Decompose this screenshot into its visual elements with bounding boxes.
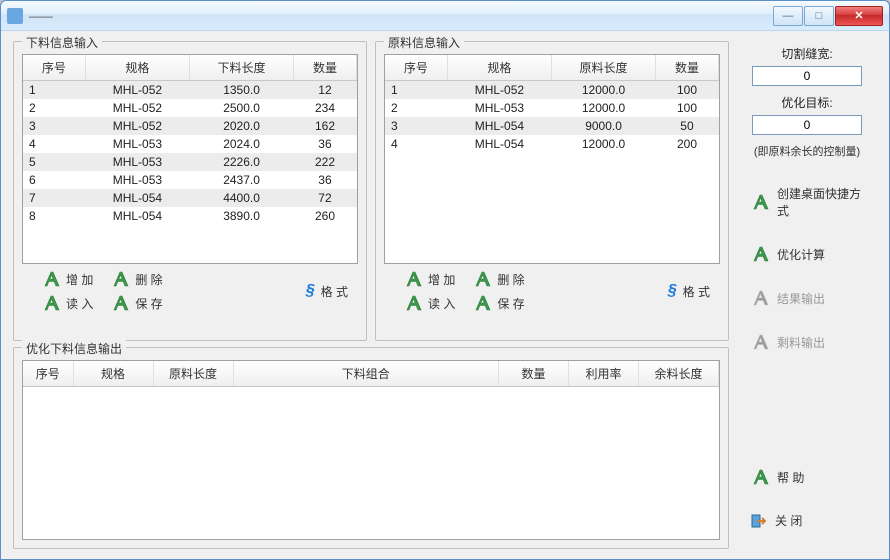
column-header[interactable]: 下料长度 <box>190 55 294 81</box>
read-button[interactable]: 读 入 <box>404 294 455 312</box>
read-button[interactable]: 读 入 <box>42 294 93 312</box>
window-controls: — □ ✕ <box>772 6 883 26</box>
table-row[interactable]: 2MHL-05312000.0100 <box>385 99 719 117</box>
column-header[interactable]: 规格 <box>447 55 551 81</box>
column-header[interactable]: 数量 <box>499 361 569 387</box>
table-row[interactable]: 2MHL-0522500.0234 <box>23 99 357 117</box>
output-table[interactable]: 序号规格原料长度下料组合数量利用率余料长度 <box>23 361 719 537</box>
a-icon <box>473 270 491 288</box>
column-header[interactable]: 原料长度 <box>153 361 233 387</box>
a-icon <box>473 294 491 312</box>
a-icon <box>751 193 769 211</box>
format-button[interactable]: §格 式 <box>306 282 348 300</box>
maximize-button[interactable]: □ <box>804 6 834 26</box>
column-header[interactable]: 原料长度 <box>552 55 656 81</box>
format-button[interactable]: §格 式 <box>668 282 710 300</box>
shortcut-button[interactable]: 创建桌面快捷方式 <box>747 179 867 225</box>
opt-target-label: 优化目标: <box>781 94 832 111</box>
column-header[interactable]: 规格 <box>85 55 189 81</box>
save-button[interactable]: 保 存 <box>111 294 162 312</box>
material-input-legend: 原料信息输入 <box>384 34 464 51</box>
output-legend: 优化下料信息输出 <box>22 340 126 357</box>
delete-button[interactable]: 删 除 <box>473 270 524 288</box>
app-icon <box>7 8 23 24</box>
a-icon <box>751 289 769 307</box>
client-area: 下料信息输入 序号规格下料长度数量 1MHL-0521350.0122MHL-0… <box>1 31 889 559</box>
column-header[interactable]: 序号 <box>385 55 447 81</box>
table-row[interactable]: 6MHL-0532437.036 <box>23 171 357 189</box>
material-input-actions: 增 加 读 入 删 除 保 存 §格 式 <box>384 264 720 312</box>
table-row[interactable]: 1MHL-0521350.012 <box>23 81 357 100</box>
sidebar: 切割缝宽: 优化目标: (即原料余长的控制量) 创建桌面快捷方式 优化计算 结果… <box>737 41 877 549</box>
a-icon <box>111 294 129 312</box>
a-icon <box>751 468 769 486</box>
table-row[interactable]: 7MHL-0544400.072 <box>23 189 357 207</box>
exit-icon <box>751 513 767 529</box>
table-row[interactable]: 3MHL-0549000.050 <box>385 117 719 135</box>
column-header[interactable]: 数量 <box>293 55 356 81</box>
window-title: —— <box>29 9 772 23</box>
a-icon <box>751 333 769 351</box>
material-input-table-wrap: 序号规格原料长度数量 1MHL-05212000.01002MHL-053120… <box>384 54 720 264</box>
column-header[interactable]: 下料组合 <box>233 361 499 387</box>
a-icon <box>404 270 422 288</box>
column-header[interactable]: 规格 <box>73 361 153 387</box>
a-icon <box>751 245 769 263</box>
close-button[interactable]: ✕ <box>835 6 883 26</box>
cut-input-table[interactable]: 序号规格下料长度数量 1MHL-0521350.0122MHL-0522500.… <box>23 55 357 225</box>
a-icon <box>42 294 60 312</box>
column-header[interactable]: 数量 <box>655 55 718 81</box>
titlebar[interactable]: —— — □ ✕ <box>1 1 889 31</box>
delete-button[interactable]: 删 除 <box>111 270 162 288</box>
add-button[interactable]: 增 加 <box>42 270 93 288</box>
table-row[interactable]: 8MHL-0543890.0260 <box>23 207 357 225</box>
add-button[interactable]: 增 加 <box>404 270 455 288</box>
minimize-button[interactable]: — <box>773 6 803 26</box>
a-icon <box>111 270 129 288</box>
format-icon: § <box>668 282 677 300</box>
cut-input-group: 下料信息输入 序号规格下料长度数量 1MHL-0521350.0122MHL-0… <box>13 41 367 341</box>
material-input-table[interactable]: 序号规格原料长度数量 1MHL-05212000.01002MHL-053120… <box>385 55 719 153</box>
table-row[interactable]: 4MHL-0532024.036 <box>23 135 357 153</box>
table-row[interactable]: 5MHL-0532226.0222 <box>23 153 357 171</box>
help-button[interactable]: 帮 助 <box>747 462 867 492</box>
column-header[interactable]: 序号 <box>23 55 85 81</box>
cut-width-input[interactable] <box>752 66 862 86</box>
column-header[interactable]: 序号 <box>23 361 73 387</box>
cut-width-label: 切割缝宽: <box>781 45 832 62</box>
column-header[interactable]: 利用率 <box>569 361 639 387</box>
optimize-button[interactable]: 优化计算 <box>747 239 867 269</box>
material-input-group: 原料信息输入 序号规格原料长度数量 1MHL-05212000.01002MHL… <box>375 41 729 341</box>
column-header[interactable]: 余料长度 <box>639 361 719 387</box>
result-output-button[interactable]: 结果输出 <box>747 283 867 313</box>
cut-input-table-wrap: 序号规格下料长度数量 1MHL-0521350.0122MHL-0522500.… <box>22 54 358 264</box>
table-row[interactable]: 1MHL-05212000.0100 <box>385 81 719 100</box>
table-row[interactable]: 4MHL-05412000.0200 <box>385 135 719 153</box>
save-button[interactable]: 保 存 <box>473 294 524 312</box>
format-icon: § <box>306 282 315 300</box>
a-icon <box>404 294 422 312</box>
output-table-wrap: 序号规格原料长度下料组合数量利用率余料长度 <box>22 360 720 540</box>
a-icon <box>42 270 60 288</box>
output-group: 优化下料信息输出 序号规格原料长度下料组合数量利用率余料长度 <box>13 347 729 549</box>
opt-target-note: (即原料余长的控制量) <box>754 143 860 159</box>
table-row[interactable]: 3MHL-0522020.0162 <box>23 117 357 135</box>
cut-input-legend: 下料信息输入 <box>22 34 102 51</box>
cut-input-actions: 增 加 读 入 删 除 保 存 §格 式 <box>22 264 358 312</box>
app-window: —— — □ ✕ 下料信息输入 序号规格下料长度数量 1MHL-0521350.… <box>0 0 890 560</box>
opt-target-input[interactable] <box>752 115 862 135</box>
remain-output-button[interactable]: 剩料输出 <box>747 327 867 357</box>
exit-button[interactable]: 关 闭 <box>747 506 867 535</box>
